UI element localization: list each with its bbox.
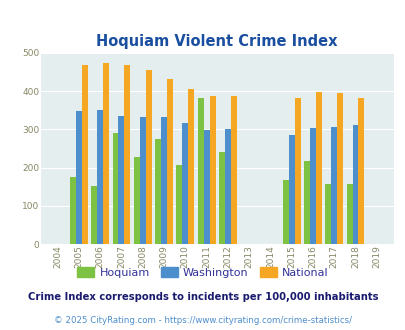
Legend: Hoquiam, Washington, National: Hoquiam, Washington, National [72,263,333,282]
Text: © 2025 CityRating.com - https://www.cityrating.com/crime-statistics/: © 2025 CityRating.com - https://www.city… [54,315,351,325]
Bar [76,111,82,244]
Bar [139,117,145,244]
Bar [315,92,321,244]
Bar [303,161,309,244]
Bar [282,180,288,244]
Bar [218,151,224,244]
Bar [324,184,330,244]
Bar [352,125,358,244]
Bar [118,115,124,244]
Bar [124,65,130,244]
Bar [182,123,188,244]
Bar [188,89,194,244]
Title: Hoquiam Violent Crime Index: Hoquiam Violent Crime Index [96,34,337,49]
Bar [230,96,236,244]
Bar [155,139,161,244]
Bar [82,65,87,244]
Bar [358,98,364,244]
Bar [203,130,209,244]
Bar [309,128,315,244]
Bar [91,186,97,244]
Bar [176,165,182,244]
Bar [337,93,342,244]
Text: Crime Index corresponds to incidents per 100,000 inhabitants: Crime Index corresponds to incidents per… [28,292,377,302]
Bar [103,63,109,244]
Bar [70,177,76,244]
Bar [97,110,103,244]
Bar [145,70,151,244]
Bar [166,79,173,244]
Bar [161,117,166,244]
Bar [346,184,352,244]
Bar [330,127,337,244]
Bar [224,129,230,244]
Bar [209,96,215,244]
Bar [288,136,294,244]
Bar [134,157,139,244]
Bar [197,98,203,244]
Bar [294,98,300,244]
Bar [112,133,118,244]
